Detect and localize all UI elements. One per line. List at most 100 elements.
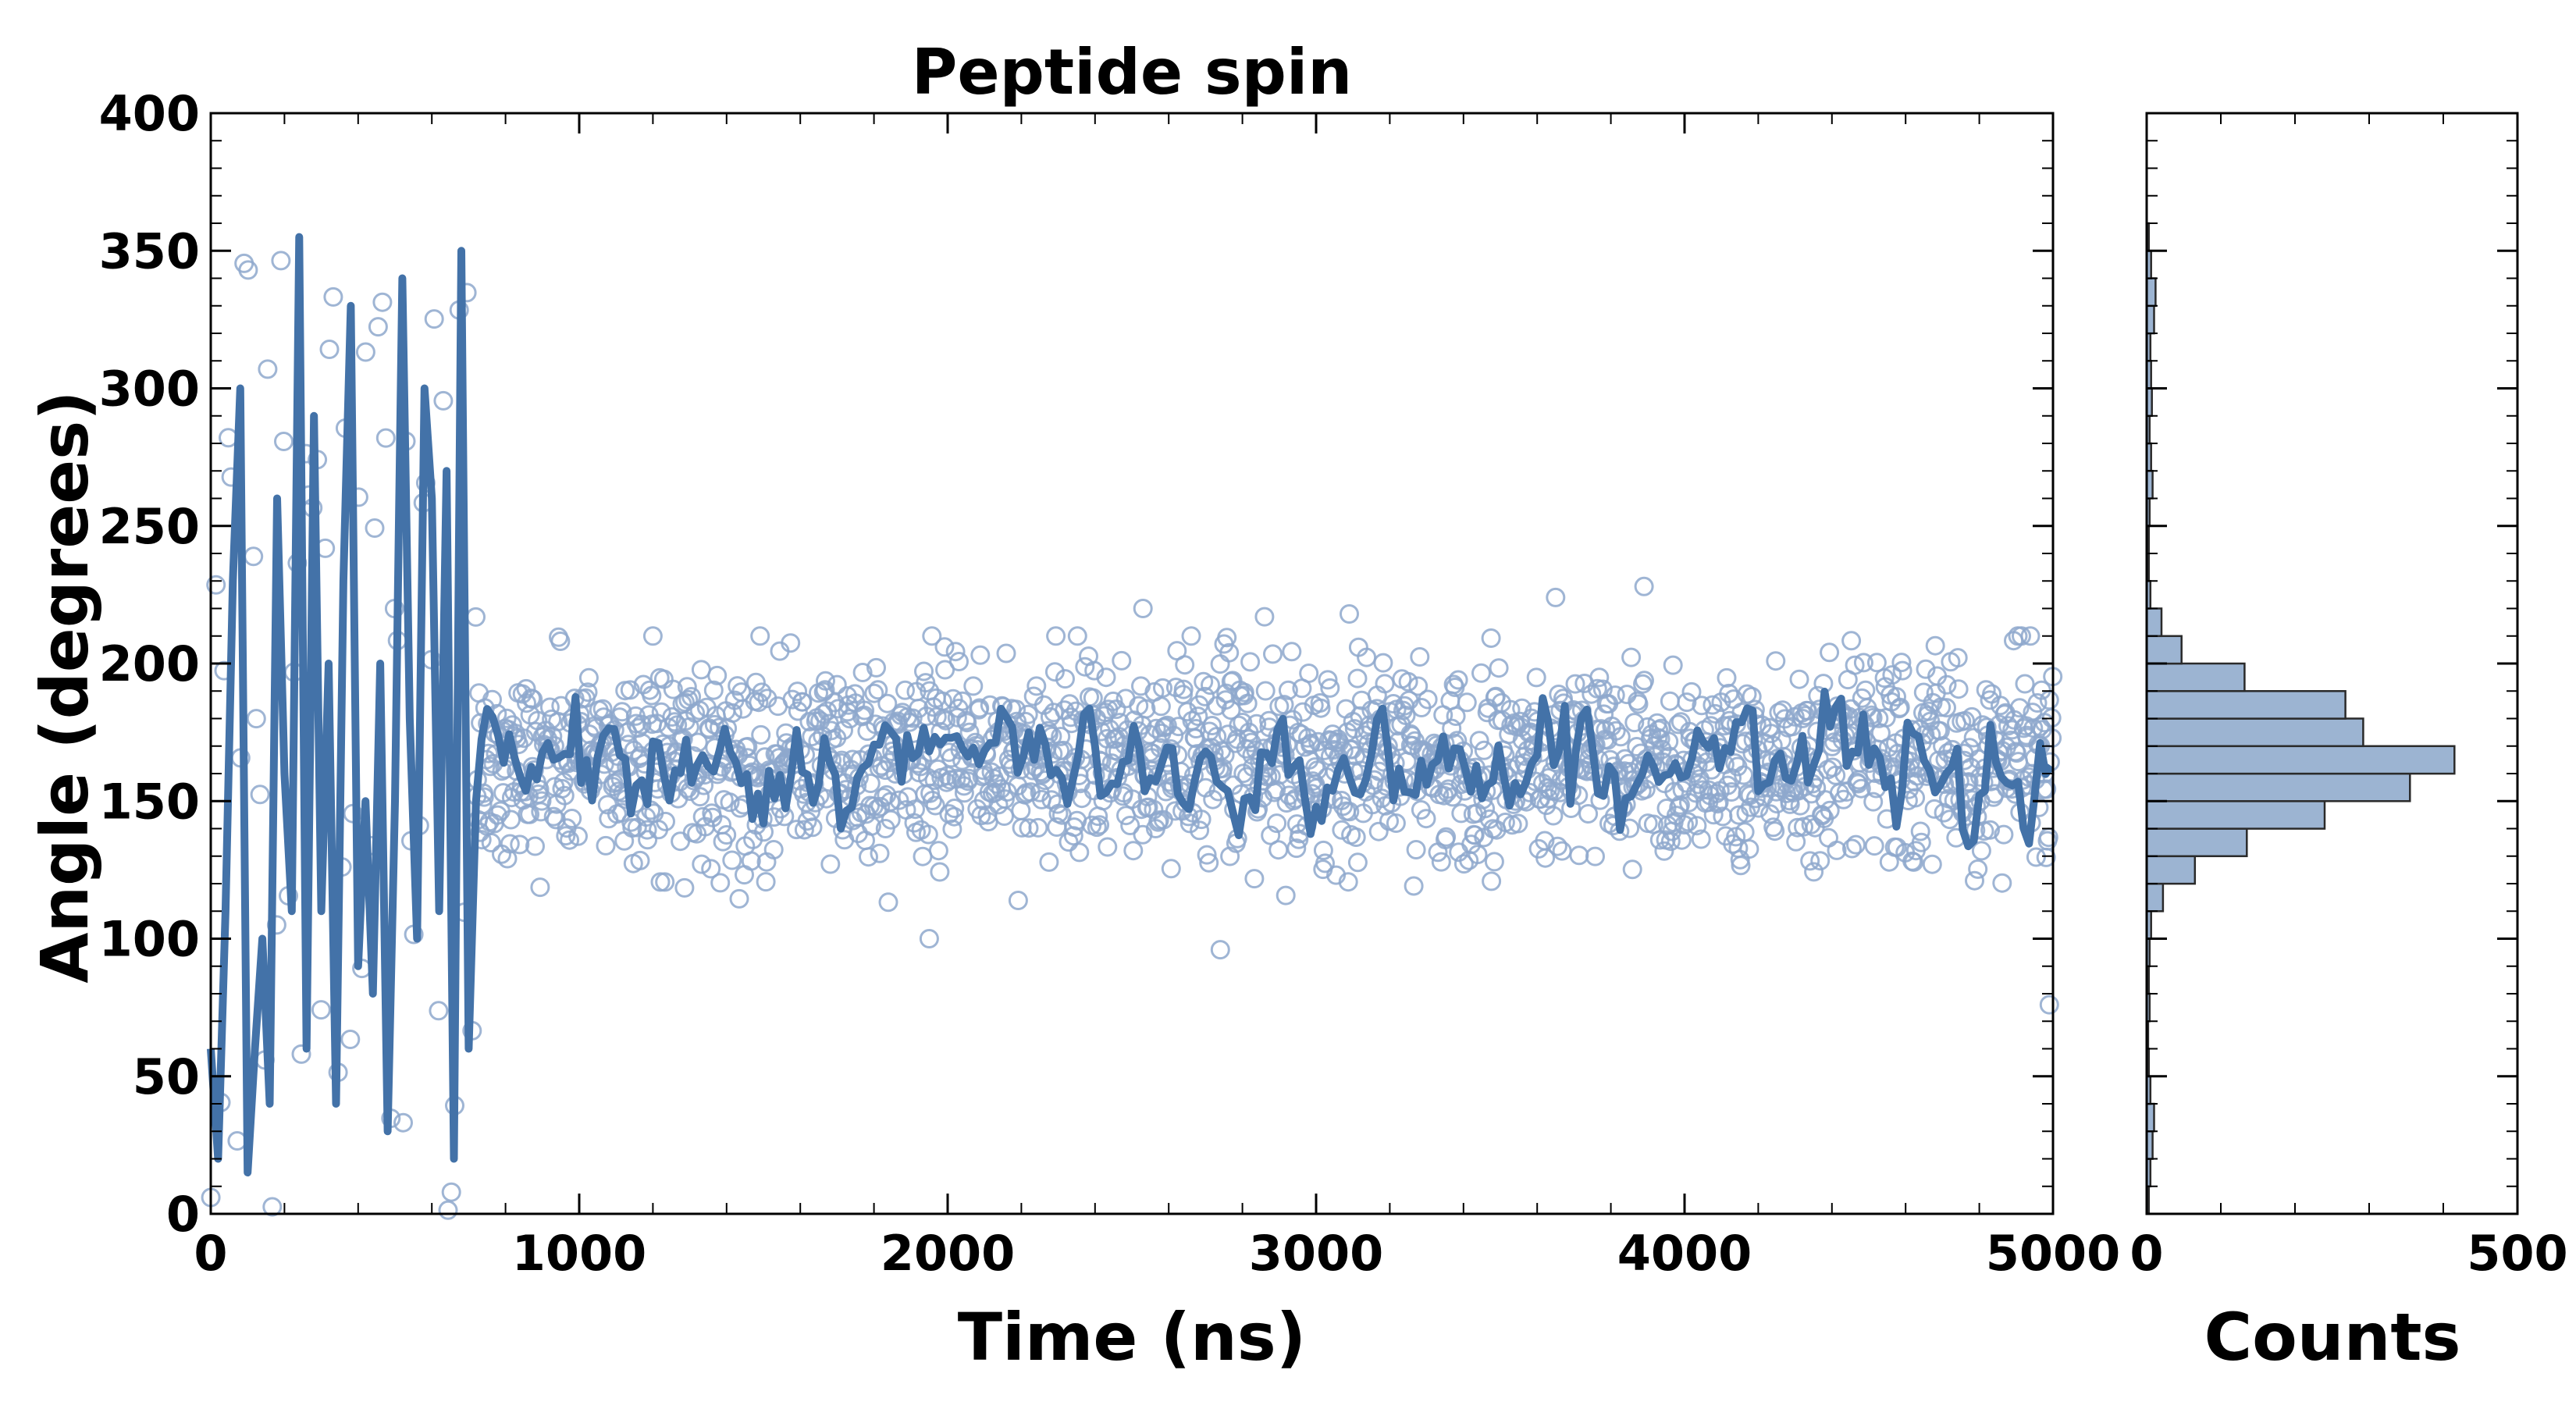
histogram-bar (2145, 607, 2163, 638)
y-tick-label: 300 (99, 361, 200, 418)
scatter-point (1671, 830, 1692, 850)
scatter-point (1175, 655, 1195, 675)
y-tick-label: 400 (99, 85, 200, 142)
scatter-point (1026, 676, 1047, 696)
histogram-bars (2145, 222, 2456, 1215)
scatter-point (1046, 626, 1066, 646)
scatter-point (671, 831, 691, 852)
scatter-point (568, 826, 588, 846)
scatter-point (1674, 815, 1694, 835)
y-tick-label: 100 (99, 911, 200, 968)
scatter-point (238, 260, 258, 280)
scatter-point (781, 633, 801, 653)
scatter-point (638, 830, 658, 850)
scatter-point (717, 825, 737, 845)
scatter-point (828, 699, 849, 719)
scatter-point (637, 820, 657, 840)
y-tick-label: 350 (99, 222, 200, 279)
histogram-x-axis-title: Counts (2204, 1299, 2460, 1375)
scatter-point (656, 811, 675, 831)
scatter-point (1240, 652, 1261, 672)
scatter-point (1546, 587, 1566, 607)
scatter-point (612, 702, 632, 722)
scatter-point (1853, 653, 1873, 673)
scatter-point (1736, 803, 1756, 824)
scatter-point (1313, 840, 1333, 860)
scatter-point (1267, 813, 1287, 834)
scatter-point (914, 661, 934, 681)
scatter-point (1083, 688, 1103, 708)
scatter-point (1980, 820, 2000, 840)
histogram-bar (2145, 690, 2347, 720)
scatter-point (246, 709, 266, 729)
scatter-point (957, 713, 977, 733)
scatter-point (250, 785, 270, 805)
scatter-point (1948, 679, 1969, 699)
scatter-point (1841, 631, 1862, 651)
scatter-point (1274, 695, 1294, 715)
scatter-point (949, 652, 969, 671)
scatter-point (429, 1001, 449, 1021)
scatter-point (815, 680, 835, 700)
scatter-point (1922, 854, 1942, 874)
scatter-point (913, 846, 933, 866)
scatter-point (945, 799, 965, 818)
scatter-point (1247, 713, 1267, 734)
scatter-point (1207, 727, 1227, 747)
scatter-point (694, 775, 714, 795)
scatter-point (1994, 824, 2014, 845)
scatter-point (1622, 859, 1642, 880)
scatter-point (1244, 869, 1265, 889)
scatter-point (1582, 684, 1602, 704)
scatter-point (980, 695, 1000, 715)
scatter-point (1311, 698, 1331, 718)
scatter-point (788, 701, 808, 721)
scatter-point (1373, 653, 1393, 673)
scatter-point (438, 1200, 458, 1220)
scatter-point (1484, 852, 1504, 872)
scatter-point (1396, 706, 1416, 725)
scatter-point (1264, 782, 1284, 802)
scatter-point (1347, 852, 1368, 873)
histogram-bar (2145, 772, 2411, 802)
scatter-point (1610, 727, 1631, 747)
scatter-point (539, 697, 560, 717)
x-tick-label: 4000 (1617, 1225, 1752, 1282)
scatter-point (1067, 626, 1087, 646)
scatter-point (556, 826, 576, 846)
scatter-point (1157, 715, 1177, 735)
scatter-point (1804, 862, 1824, 882)
scatter-point (1930, 721, 1950, 741)
scatter-point (1934, 802, 1954, 823)
scatter-point (1924, 799, 1944, 819)
scatter-point (497, 849, 518, 869)
scatter-point (1789, 669, 1809, 689)
scatter-point (1195, 686, 1215, 706)
scatter-point (496, 708, 517, 728)
scatter-point (1585, 846, 1605, 866)
scatter-point (677, 677, 697, 697)
scatter-point (554, 785, 575, 806)
scatter-point (1320, 678, 1340, 698)
scatter-point (788, 681, 808, 702)
scatter-point (750, 626, 770, 646)
scatter-point (1851, 778, 1871, 799)
scatter-point (1090, 815, 1110, 835)
x-axis-title: Time (ns) (958, 1299, 1306, 1375)
scatter-point (1968, 859, 1988, 879)
scatter-point (1790, 795, 1810, 816)
scatter-point (1749, 798, 1769, 818)
scatter-point (1464, 825, 1485, 845)
scatter-point (271, 251, 291, 271)
scatter-point (1846, 834, 1866, 855)
scatter-point (792, 692, 813, 712)
scatter-point (1234, 682, 1254, 703)
scatter-point (1635, 671, 1654, 691)
hist-x-tick-label: 500 (2467, 1225, 2567, 1282)
scatter-point (936, 710, 956, 731)
scatter-point (1810, 851, 1831, 871)
scatter-point (1151, 696, 1171, 717)
scatter-point (1516, 792, 1536, 812)
scatter-point (550, 632, 571, 651)
scatter-point (578, 667, 599, 688)
